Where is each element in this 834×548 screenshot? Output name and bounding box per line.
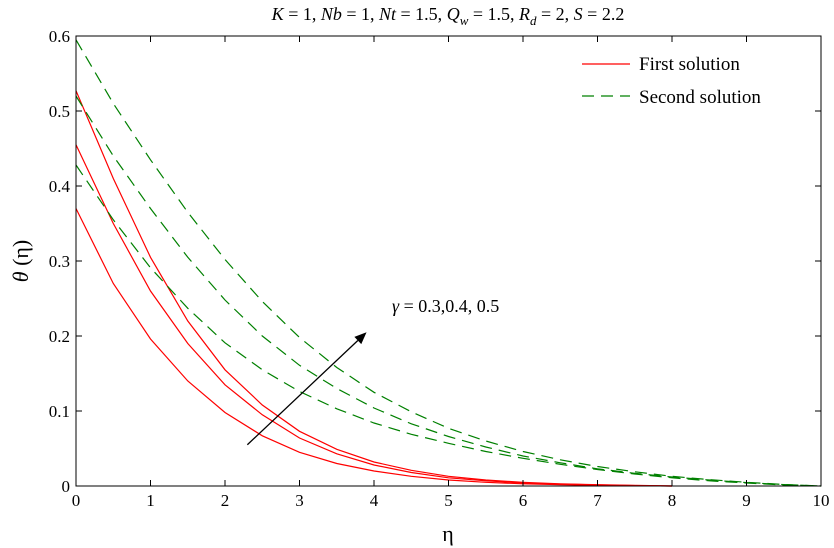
y-tick-label: 0.1 — [49, 402, 70, 421]
title-r: R — [518, 4, 530, 24]
series-line-second-solution-4 — [75, 164, 822, 487]
title-nb-value: = 1, — [342, 4, 379, 24]
series-line-first-solution-3 — [75, 90, 673, 487]
x-tick-label: 2 — [221, 491, 230, 510]
x-tick-label: 7 — [593, 491, 602, 510]
title-q-subscript: w — [460, 13, 469, 28]
chart-title: K = 1, Nb = 1, Nt = 1.5, Qw = 1.5, Rd = … — [271, 4, 625, 28]
y-axis-label-arg: (η) — [8, 240, 33, 272]
legend-label-first-solution: First solution — [639, 54, 740, 75]
title-nt: Nt — [378, 4, 397, 24]
series-line-second-solution-6 — [75, 39, 822, 487]
series-layer — [75, 39, 822, 487]
title-k-value: = 1, — [284, 4, 321, 24]
title-k: K — [271, 4, 285, 24]
gamma-annotation: γ = 0.3,0.4, 0.5 — [246, 296, 499, 446]
title-s: S — [574, 4, 583, 24]
x-tick-label: 3 — [295, 491, 304, 510]
y-tick-label: 0.6 — [49, 27, 70, 46]
legend: First solution Second solution — [582, 54, 761, 108]
y-tick-label: 0.3 — [49, 252, 70, 271]
title-nb: Nb — [320, 4, 342, 24]
x-tick-label: 4 — [370, 491, 379, 510]
annotation-text: γ = 0.3,0.4, 0.5 — [392, 296, 499, 316]
annotation-gamma-symbol: γ — [392, 296, 400, 316]
plot-background — [76, 36, 821, 486]
title-r-subscript: d — [530, 13, 537, 28]
plot-area: 0 1 2 3 4 5 6 7 8 9 10 0 0.1 0.2 0.3 0.4 0.5 0.6 — [49, 27, 830, 510]
title-q: Q — [447, 4, 460, 24]
y-axis-label-symbol: θ — [8, 271, 33, 282]
title-r-value: = 2, — [537, 4, 574, 24]
annotation-arrow — [246, 340, 359, 446]
title-nt-value: = 1.5, — [396, 4, 447, 24]
x-tick-label: 1 — [146, 491, 155, 510]
title-q-value: = 1.5, — [468, 4, 519, 24]
x-tick-label: 8 — [668, 491, 677, 510]
x-axis-label: η — [442, 521, 454, 546]
x-tick-label: 0 — [72, 491, 81, 510]
y-tick-label: 0.5 — [49, 102, 70, 121]
x-tick-label: 9 — [742, 491, 751, 510]
y-tick-label: 0 — [62, 477, 71, 496]
y-axis-label: θ (η) — [8, 240, 33, 282]
title-s-value: = 2.2 — [583, 4, 625, 24]
ticks-layer: 0 1 2 3 4 5 6 7 8 9 10 0 0.1 0.2 0.3 0.4 0.5 0.6 — [49, 27, 830, 510]
legend-label-second-solution: Second solution — [639, 87, 761, 108]
annotation-arrow-head — [354, 332, 367, 345]
y-tick-label: 0.2 — [49, 327, 70, 346]
x-tick-label: 5 — [444, 491, 453, 510]
x-tick-label: 10 — [813, 491, 830, 510]
annotation-gamma-values: = 0.3,0.4, 0.5 — [399, 296, 499, 316]
x-tick-label: 6 — [519, 491, 528, 510]
y-tick-label: 0.4 — [49, 177, 71, 196]
